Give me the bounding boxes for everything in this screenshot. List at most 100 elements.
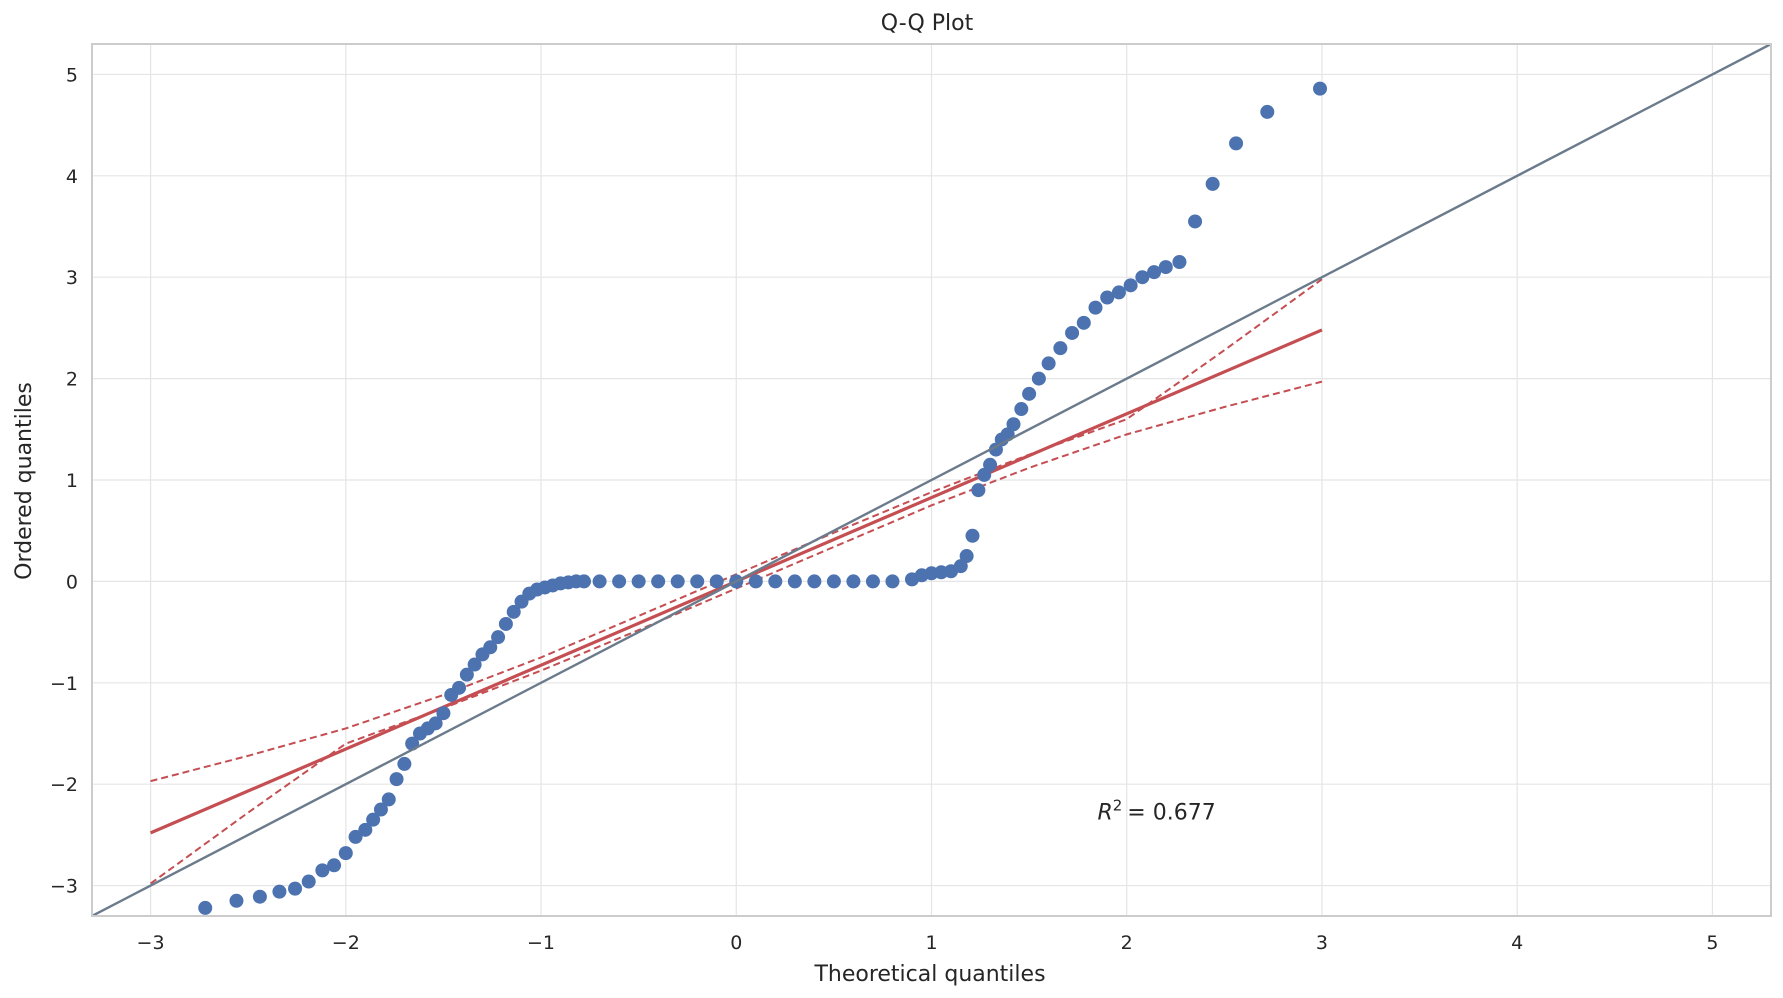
data-point — [198, 900, 213, 915]
data-point — [1123, 278, 1138, 293]
band-upper — [150, 278, 1323, 783]
y-tick-label: −1 — [50, 673, 78, 695]
data-point — [1022, 386, 1037, 401]
data-point — [459, 667, 474, 682]
reference-line-segment — [92, 44, 1771, 916]
confidence-band — [149, 278, 1323, 885]
x-tick-label: −3 — [137, 932, 165, 954]
y-tick-label: 3 — [66, 267, 78, 289]
r2-exponent: 2 — [1113, 797, 1123, 815]
data-point — [358, 822, 373, 837]
x-tick-label: 5 — [1706, 932, 1718, 954]
plot-frame — [91, 43, 1772, 917]
data-point — [768, 574, 783, 589]
band-lower — [149, 380, 1323, 885]
data-point — [953, 559, 968, 574]
data-point — [1065, 325, 1080, 340]
y-tick-label: 1 — [66, 470, 78, 492]
data-point — [885, 574, 900, 589]
y-tick-label: 2 — [66, 369, 78, 391]
data-point — [381, 792, 396, 807]
data-point — [983, 457, 998, 472]
data-point — [348, 829, 363, 844]
data-point — [592, 574, 607, 589]
chart-title: Q-Q Plot — [881, 11, 974, 36]
data-point — [1135, 270, 1150, 285]
data-point — [338, 846, 353, 861]
y-tick-label: −3 — [50, 876, 78, 898]
r2-symbol: R — [1097, 801, 1112, 826]
x-tick-label: 3 — [1316, 932, 1328, 954]
data-point — [690, 574, 705, 589]
x-axis-ticks: −3 −2 −1 0 1 2 3 4 5 — [137, 932, 1719, 954]
data-point — [651, 574, 666, 589]
data-point — [1188, 214, 1203, 229]
data-point — [1088, 300, 1103, 315]
data-point — [1041, 356, 1056, 371]
data-point — [315, 863, 330, 878]
data-point — [865, 574, 880, 589]
data-point — [373, 802, 388, 817]
data-point — [397, 756, 412, 771]
data-point — [229, 893, 244, 908]
data-point — [491, 630, 506, 645]
data-point — [988, 442, 1003, 457]
x-tick-label: −2 — [332, 932, 360, 954]
data-point — [498, 616, 513, 631]
data-point — [452, 680, 467, 695]
reference-line — [92, 44, 1771, 916]
data-point — [959, 549, 974, 564]
data-point — [301, 874, 316, 889]
data-point — [252, 889, 267, 904]
x-tick-label: 0 — [730, 932, 742, 954]
data-points — [198, 81, 1328, 915]
data-point — [1100, 290, 1115, 305]
data-point — [709, 574, 724, 589]
data-point — [1014, 402, 1029, 417]
data-point — [288, 881, 303, 896]
data-point — [389, 772, 404, 787]
data-point — [467, 657, 482, 672]
y-axis-label: Ordered quantiles — [12, 382, 37, 580]
data-point — [1313, 81, 1328, 96]
data-point — [748, 574, 763, 589]
data-point — [1205, 176, 1220, 191]
y-tick-label: 0 — [66, 571, 78, 593]
data-point — [846, 574, 861, 589]
data-point — [1147, 265, 1162, 280]
data-point — [428, 716, 443, 731]
y-tick-label: 5 — [66, 64, 78, 86]
data-point — [1172, 255, 1187, 269]
y-tick-label: −2 — [50, 774, 78, 796]
data-point — [670, 574, 685, 589]
data-point — [327, 858, 342, 873]
data-point — [1229, 136, 1244, 151]
data-point — [612, 574, 627, 589]
data-point — [1111, 285, 1126, 300]
data-point — [483, 640, 498, 655]
data-point — [1031, 371, 1046, 386]
data-point — [807, 574, 822, 589]
r-squared-annotation: R2 = 0.677 — [1097, 797, 1215, 826]
svg-text:R2= 0.677: R2 = 0.677 — [1097, 797, 1215, 826]
x-tick-label: −1 — [527, 932, 555, 954]
data-point — [965, 528, 980, 543]
data-point — [977, 467, 992, 482]
data-point — [826, 574, 841, 589]
x-tick-label: 2 — [1121, 932, 1133, 954]
data-point — [366, 812, 381, 827]
data-point — [576, 574, 591, 589]
data-point — [1006, 417, 1021, 432]
data-point — [1158, 260, 1173, 275]
r2-value: = 0.677 — [1127, 801, 1215, 826]
y-tick-label: 4 — [66, 166, 78, 188]
x-tick-label: 1 — [925, 932, 937, 954]
y-axis-ticks: −3 −2 −1 0 1 2 3 4 5 — [50, 64, 78, 897]
data-point — [787, 574, 802, 589]
data-point — [631, 574, 646, 589]
data-point — [1076, 315, 1091, 330]
x-tick-label: 4 — [1511, 932, 1523, 954]
data-point — [1260, 104, 1275, 119]
data-point — [272, 884, 287, 899]
